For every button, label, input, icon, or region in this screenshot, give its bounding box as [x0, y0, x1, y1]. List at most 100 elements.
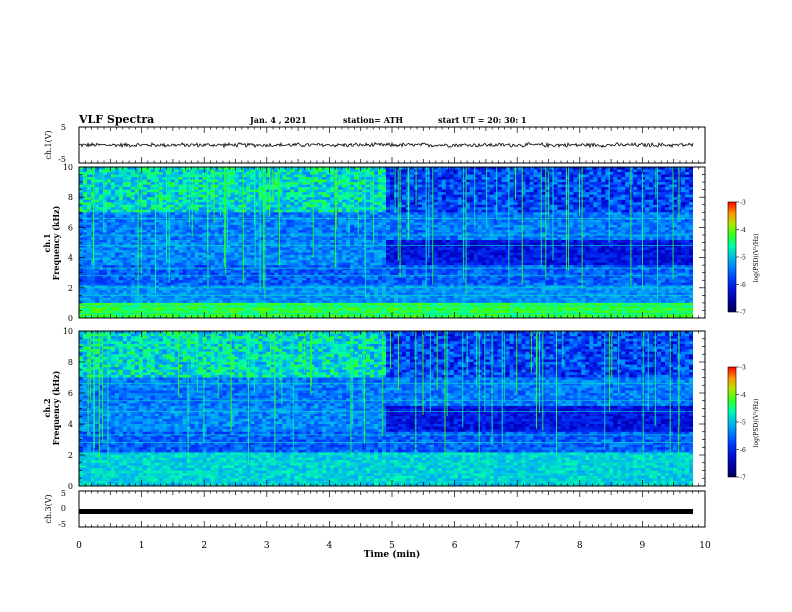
spectrogram-cell	[254, 307, 259, 311]
spectrogram-cell	[374, 169, 379, 173]
spectrogram-cell	[106, 255, 112, 258]
spectrogram-cell	[262, 300, 267, 304]
spectrogram-cell	[386, 250, 391, 253]
spectrogram-cell	[118, 192, 124, 196]
spectrogram-cell	[126, 177, 132, 180]
spectrogram-cell	[150, 229, 156, 233]
spectrogram-cell	[234, 257, 239, 261]
spectrogram-cell	[202, 307, 207, 311]
spectrogram-cell	[118, 272, 124, 276]
spectrogram-cell	[118, 177, 124, 180]
spectrogram-cell	[170, 242, 176, 246]
spectrogram-cell	[354, 229, 359, 233]
spectrogram-cell	[82, 192, 88, 196]
spectrogram-cell	[374, 207, 379, 211]
spectrogram-cell	[214, 237, 219, 241]
spectrogram-cell	[190, 292, 196, 296]
spectrogram-cell	[362, 207, 367, 211]
spectrogram-cell	[234, 315, 239, 319]
spectrogram-cell	[282, 199, 287, 203]
spectrogram-cell	[162, 227, 168, 231]
spectrogram-cell	[258, 174, 263, 178]
spectrogram-cell	[158, 179, 164, 183]
spectrogram-cell	[238, 184, 243, 188]
spectrogram-cell	[79, 302, 84, 306]
spectrogram-cell	[170, 307, 176, 311]
spectrogram-cell	[202, 187, 207, 191]
spectrogram-cell	[90, 282, 96, 286]
spectrogram-cell	[370, 257, 375, 261]
spectrogram-cell	[194, 247, 200, 251]
spectrogram-cell	[342, 297, 347, 301]
spectrogram-cell	[194, 307, 200, 311]
spectrogram-cell	[350, 270, 355, 274]
spectrogram-cell	[346, 239, 351, 243]
spectrogram-cell	[82, 184, 88, 188]
spectrogram-cell	[182, 282, 188, 286]
spectrogram-cell	[270, 282, 275, 286]
spectrogram-cell	[362, 212, 367, 216]
spectrogram-cell	[350, 272, 355, 276]
spectrogram-cell	[206, 307, 211, 311]
spectrogram-cell	[122, 199, 128, 203]
spectrogram-cell	[190, 245, 196, 248]
spectrogram-cell	[102, 280, 108, 284]
spectrogram-cell	[114, 265, 120, 269]
spectrogram-cell	[130, 252, 136, 256]
spectrogram-cell	[370, 177, 375, 180]
spectrogram-cell	[142, 182, 148, 186]
spectrogram-cell	[106, 297, 112, 301]
spectrogram-cell	[226, 174, 231, 178]
spectrogram-cell	[178, 194, 184, 198]
spectrogram-cell	[362, 242, 367, 246]
spectrogram-cell	[246, 310, 251, 314]
spectrogram-cell	[334, 265, 339, 269]
spectrogram-cell	[254, 177, 259, 180]
spectrogram-cell	[362, 245, 367, 248]
spectrogram-cell	[382, 255, 387, 258]
spectrogram-cell	[134, 192, 140, 196]
spectrogram-cell	[150, 302, 156, 306]
spectrogram-cell	[258, 300, 263, 304]
spectrogram-cell	[326, 239, 331, 243]
spectrogram-cell	[142, 260, 148, 264]
spectrogram-cell	[226, 247, 231, 251]
spectrogram-cell	[378, 174, 383, 178]
spectrogram-cell	[226, 245, 231, 248]
spectrogram-cell	[298, 287, 303, 291]
spectrogram-cell	[354, 212, 359, 216]
spectrogram-cell	[346, 265, 351, 269]
spectrogram-cell	[318, 202, 323, 206]
spectrogram-cell	[306, 245, 311, 248]
spectrogram-cell	[118, 312, 124, 316]
spectrogram-cell	[79, 189, 84, 193]
spectrogram-cell	[146, 305, 152, 309]
spectrogram-cell	[290, 177, 295, 180]
spectrogram-cell	[338, 252, 343, 256]
spectrogram-cell	[162, 209, 168, 213]
spectrogram-cell	[138, 282, 144, 286]
spectrogram-cell	[314, 182, 319, 186]
spectrogram-cell	[354, 184, 359, 188]
spectrogram-cell	[110, 167, 116, 170]
spectrogram-cell	[354, 197, 359, 201]
spectrogram-cell	[102, 167, 108, 170]
spectrogram-cell	[214, 247, 219, 251]
spectrogram-cell	[170, 310, 176, 314]
spectrogram-cell	[389, 265, 395, 269]
spectrogram-cell	[298, 247, 303, 251]
spectrogram-cell	[106, 275, 112, 279]
spectrogram-cell	[170, 255, 176, 258]
spectrogram-cell	[182, 209, 188, 213]
spectrogram-cell	[282, 177, 287, 180]
spectrogram-cell	[322, 305, 327, 309]
spectrogram-cell	[190, 280, 196, 284]
spectrogram-cell	[86, 295, 92, 299]
spectrogram-cell	[338, 310, 343, 314]
spectrogram-cell	[130, 219, 136, 223]
spectrogram-cell	[342, 209, 347, 213]
spectrogram-cell	[86, 182, 92, 186]
spectrogram-cell	[254, 232, 259, 236]
spectrogram-cell	[242, 295, 247, 299]
spectrogram-cell	[286, 172, 291, 175]
